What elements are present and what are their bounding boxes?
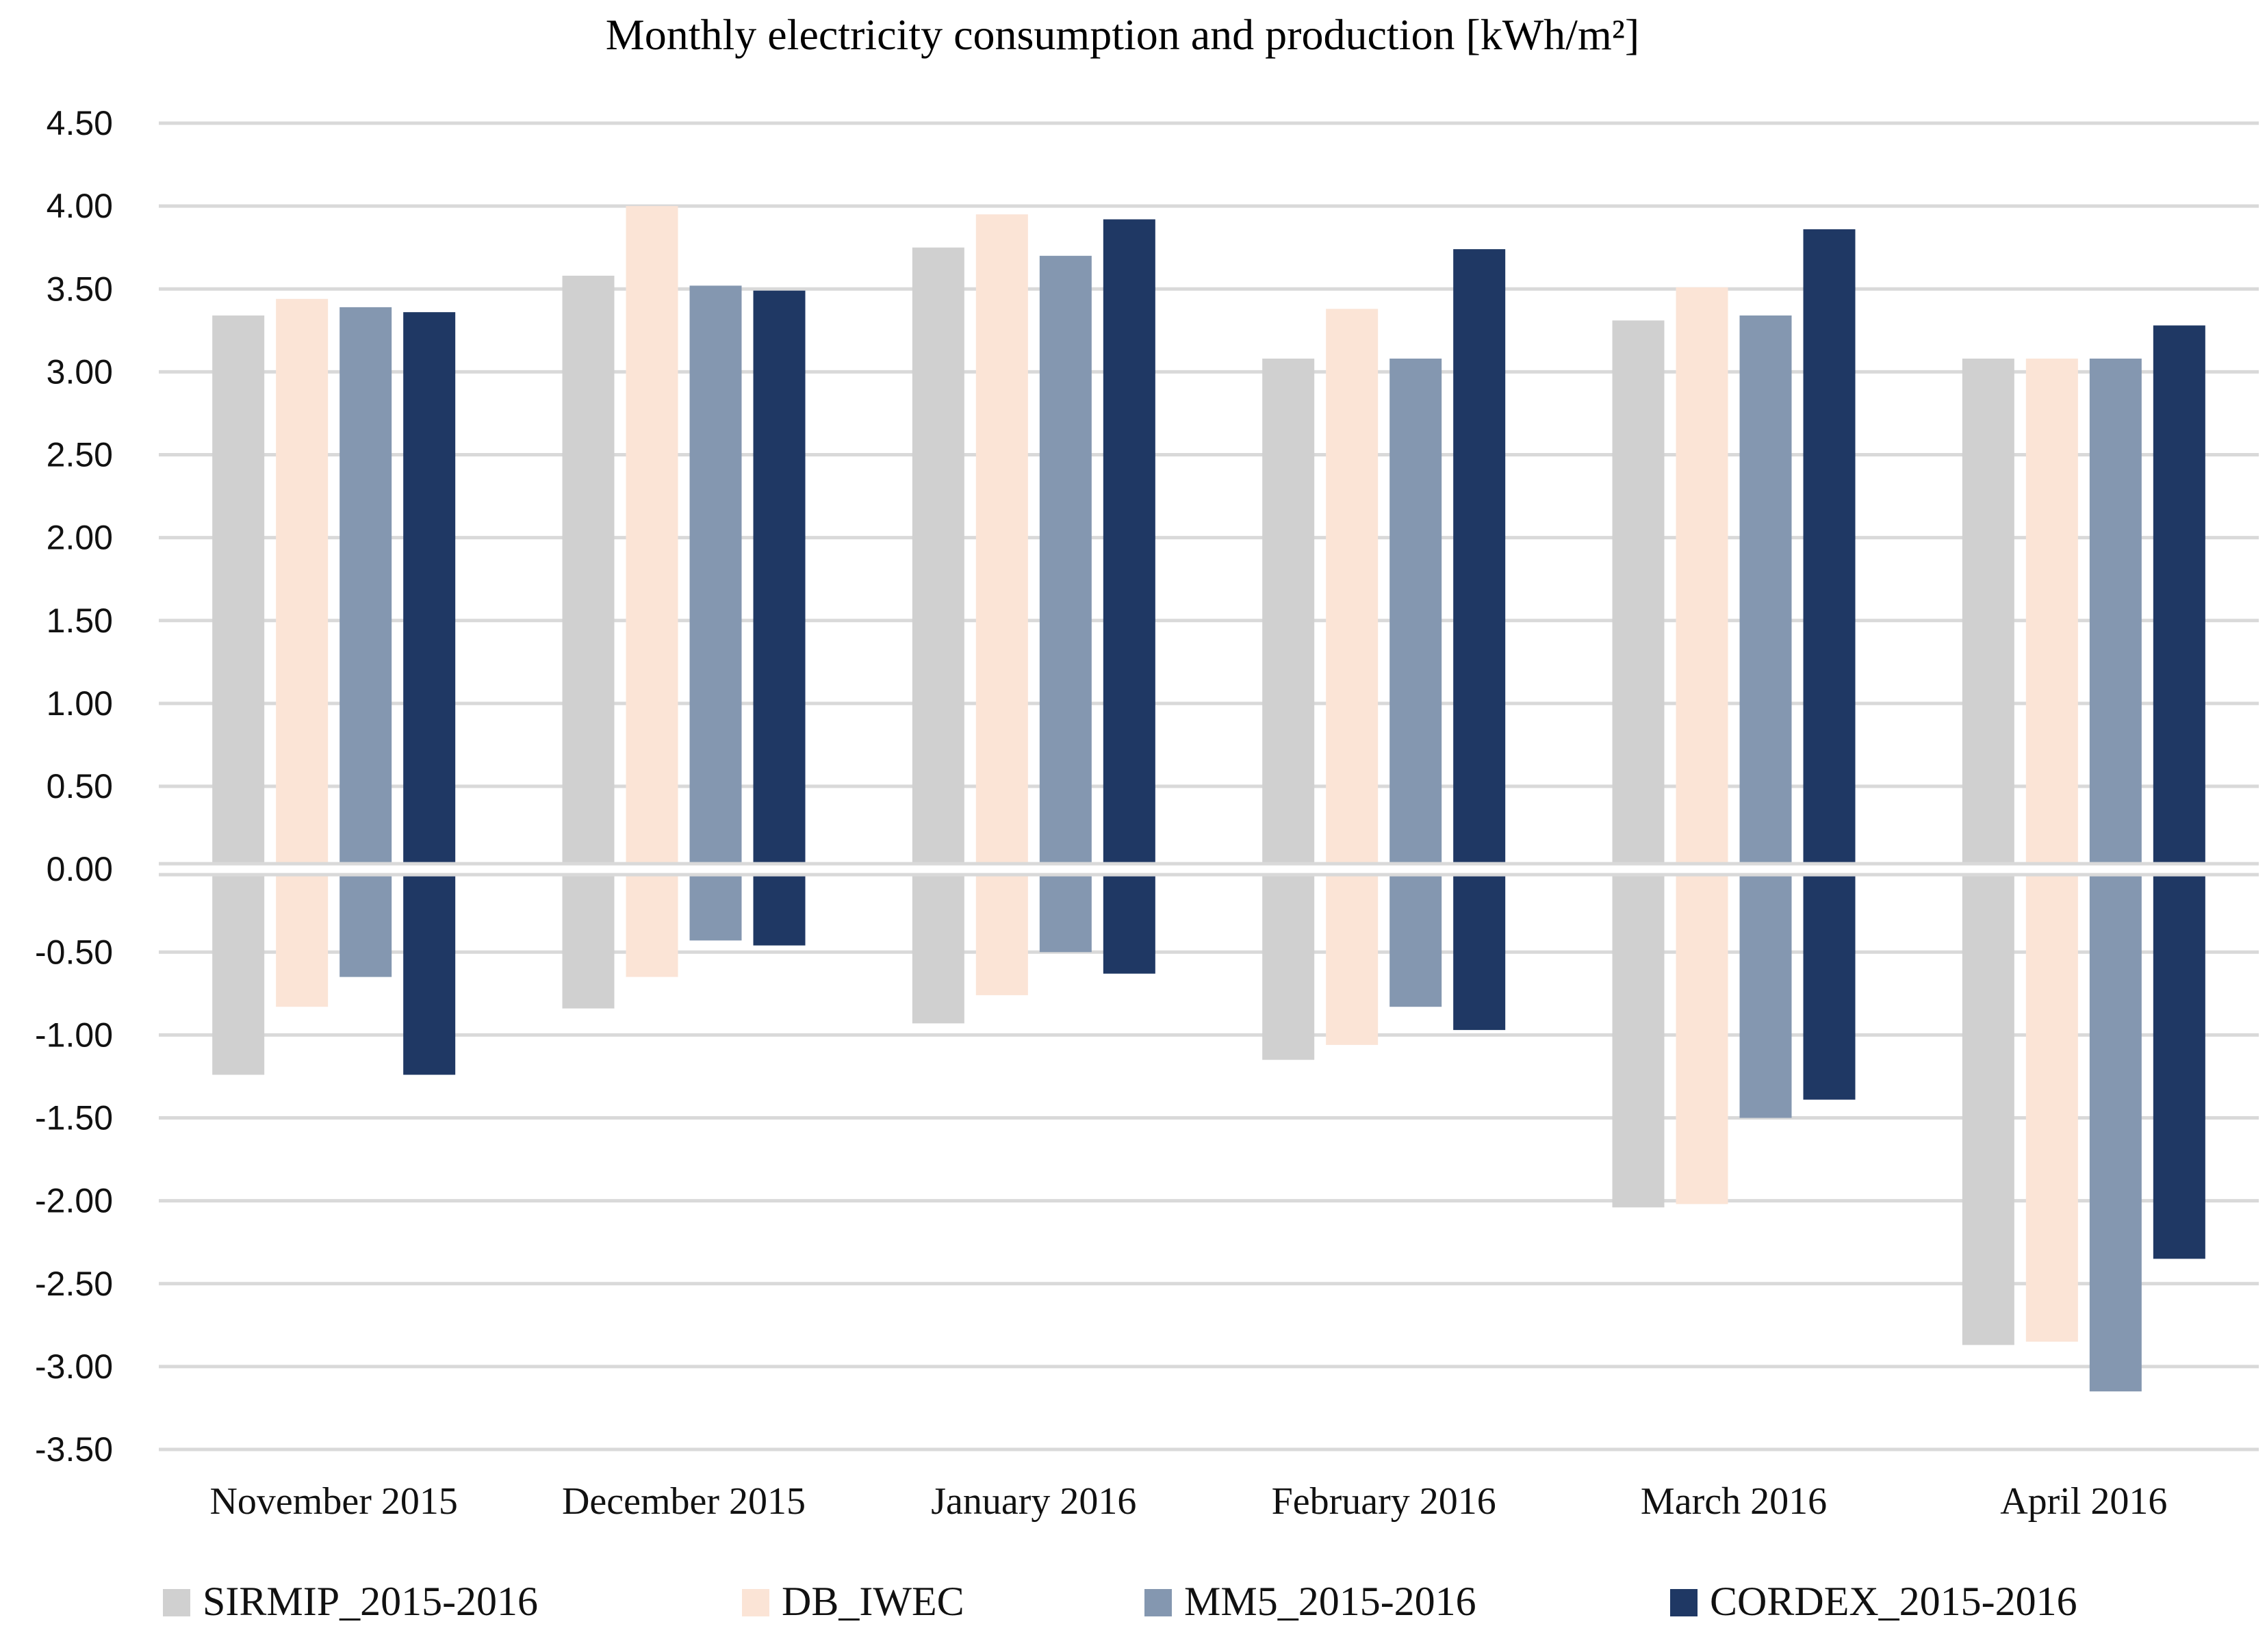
bar-positive <box>1262 358 1315 864</box>
y-tick-label: 4.50 <box>47 104 113 142</box>
legend-label: DB_IWEC <box>782 1579 964 1624</box>
y-axis: 4.50 4.00 3.50 3.00 2.50 2.00 1.50 1.00 0.50 0.00… <box>35 104 113 1469</box>
bar-positive <box>975 214 1028 864</box>
x-category-label: November 2015 <box>209 1480 457 1523</box>
bar-positive <box>753 290 806 864</box>
bar-negative <box>1453 875 1506 1031</box>
bar-positive <box>1612 320 1665 864</box>
bar-negative <box>1262 875 1315 1060</box>
bar-positive <box>562 275 615 864</box>
bar-negative <box>1803 875 1856 1100</box>
bar-positive <box>276 298 329 864</box>
bar-negative <box>689 875 742 941</box>
bar-positive <box>1389 358 1442 864</box>
x-category-label: March 2016 <box>1641 1480 1827 1523</box>
bar-negative <box>2153 875 2205 1259</box>
bars <box>212 206 2205 1392</box>
bar-negative <box>1103 875 1155 974</box>
legend-label: CORDEX_2015-2016 <box>1710 1579 2077 1624</box>
bar-negative <box>562 875 615 1009</box>
bar-negative <box>1389 875 1442 1007</box>
gridlines <box>159 121 2259 1451</box>
y-tick-label: 1.50 <box>47 602 113 640</box>
bar-positive <box>689 285 742 864</box>
bar-positive <box>1453 249 1506 864</box>
bar-positive <box>912 247 964 864</box>
bar-positive <box>2089 358 2142 864</box>
y-tick-label: 0.50 <box>47 767 113 805</box>
legend-swatch <box>1670 1589 1698 1616</box>
legend-swatch <box>742 1589 769 1616</box>
legend-label: SIRMIP_2015-2016 <box>203 1579 538 1624</box>
bar-negative <box>2025 875 2078 1342</box>
bar-positive <box>1962 358 2014 864</box>
x-category-label: December 2015 <box>562 1480 806 1523</box>
bar-negative <box>276 875 329 1007</box>
y-tick-label: 2.50 <box>47 436 113 474</box>
bar-positive <box>1039 255 1092 864</box>
y-tick-label: -2.00 <box>35 1182 113 1220</box>
bar-positive <box>2025 358 2078 864</box>
x-axis: November 2015 December 2015 January 2016 Fe… <box>209 1480 2167 1523</box>
bar-positive <box>1739 315 1792 864</box>
legend-swatch <box>163 1589 190 1616</box>
y-tick-label: 3.00 <box>47 352 113 391</box>
zero-baseline <box>159 862 2259 877</box>
bar-negative <box>753 875 806 946</box>
bar-negative <box>403 875 456 1075</box>
y-tick-label: -3.00 <box>35 1347 113 1386</box>
y-tick-label: -0.50 <box>35 933 113 971</box>
y-tick-label: -1.50 <box>35 1099 113 1137</box>
bar-positive <box>1326 309 1379 864</box>
x-category-label: February 2016 <box>1272 1480 1496 1523</box>
bar-negative <box>2089 875 2142 1392</box>
bar-negative <box>1739 875 1792 1118</box>
bar-positive <box>1803 229 1856 864</box>
bar-negative <box>1962 875 2014 1345</box>
bar-positive <box>212 315 265 864</box>
legend-swatch <box>1144 1589 1172 1616</box>
bar-negative <box>1612 875 1665 1208</box>
chart-title: Monthly electricity consumption and prod… <box>606 10 1639 59</box>
y-tick-label: 1.00 <box>47 684 113 723</box>
bar-negative <box>912 875 964 1024</box>
y-tick-label: 4.00 <box>47 187 113 225</box>
legend-label: MM5_2015-2016 <box>1184 1579 1476 1624</box>
y-tick-label: 0.00 <box>47 850 113 888</box>
bar-negative <box>975 875 1028 996</box>
x-category-label: January 2016 <box>931 1480 1136 1523</box>
bar-negative <box>1039 875 1092 953</box>
bar-negative <box>340 875 392 977</box>
bar-negative <box>1326 875 1379 1045</box>
y-tick-label: -2.50 <box>35 1265 113 1303</box>
bar-negative <box>212 875 265 1075</box>
x-category-label: April 2016 <box>2000 1480 2167 1523</box>
bar-negative <box>1676 875 1728 1204</box>
bar-positive <box>626 206 678 864</box>
bar-positive <box>1103 219 1155 864</box>
bar-positive <box>403 312 456 864</box>
y-tick-label: -1.00 <box>35 1016 113 1054</box>
y-tick-label: -3.50 <box>35 1430 113 1469</box>
legend: SIRMIP_2015-2016 DB_IWEC MM5_2015-2016 CORD… <box>163 1579 2077 1624</box>
y-tick-label: 3.50 <box>47 270 113 308</box>
bar-positive <box>340 307 392 864</box>
bar-positive <box>2153 325 2205 864</box>
y-tick-label: 2.00 <box>47 519 113 557</box>
bar-positive <box>1676 287 1728 864</box>
bar-negative <box>626 875 678 977</box>
